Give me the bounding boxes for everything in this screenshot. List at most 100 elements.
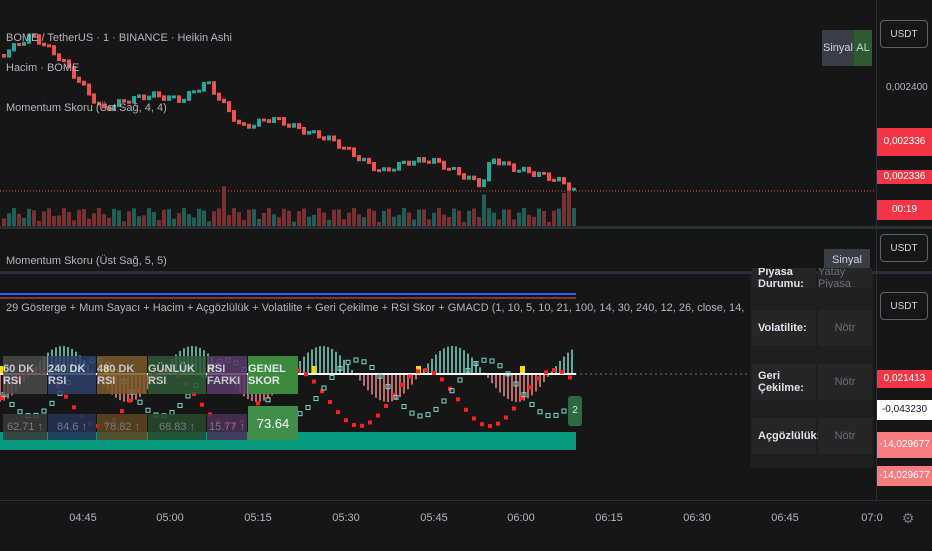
candle <box>297 123 301 130</box>
volume-bar <box>62 208 66 226</box>
time-label: 06:15 <box>595 512 623 524</box>
volume-bar <box>402 208 406 226</box>
candle <box>427 160 431 164</box>
momentum-legend-mid[interactable]: Momentum Skoru (Üst Sağ, 5, 5) <box>6 255 167 267</box>
candle <box>517 169 521 173</box>
volume-bar <box>562 193 566 226</box>
red-dot <box>496 421 500 426</box>
rsi-header: 240 DK RSI <box>48 356 96 394</box>
time-label: 07:0 <box>861 512 883 524</box>
status-partial-label: Piyasa Durumu: <box>752 268 816 288</box>
volume-bar <box>57 215 61 226</box>
price-pane[interactable]: BOME / TetherUS · 1 · BINANCE · Heikin A… <box>0 0 874 226</box>
volume-bar <box>72 220 76 226</box>
volume-bar <box>27 208 31 226</box>
candle <box>452 167 456 171</box>
candle <box>432 157 436 164</box>
candle <box>282 117 286 126</box>
outline-dot <box>145 407 151 413</box>
price-chart[interactable] <box>0 0 874 226</box>
currency-button-top[interactable]: USDT <box>880 20 928 48</box>
signal-box: Sinyal AL <box>822 30 872 66</box>
volume-bar <box>542 210 546 226</box>
settings-icon[interactable]: ⚙ <box>901 510 915 526</box>
pane-separator-2[interactable] <box>0 271 932 274</box>
candle <box>562 177 566 185</box>
candle <box>457 167 461 176</box>
rsi-value: 84.6 ↑ <box>48 414 96 440</box>
volume-bar <box>22 217 26 226</box>
volume-bar <box>412 219 416 226</box>
time-label: 05:30 <box>332 512 360 524</box>
candle <box>197 89 201 93</box>
status-partial-value: Yatay Piyasa <box>818 268 872 288</box>
volume-bar <box>117 210 121 226</box>
volume-bar <box>227 215 231 226</box>
rsi-value: 73.64 <box>248 406 298 440</box>
volume-bar <box>147 208 151 226</box>
currency-button-mid[interactable]: USDT <box>880 234 928 262</box>
volume-bar <box>282 208 286 226</box>
rsi-value: 78.82 ↑ <box>97 414 147 440</box>
candle <box>417 157 421 163</box>
red-dot <box>256 401 260 406</box>
candle <box>487 162 491 182</box>
candle <box>482 179 486 188</box>
symbol-legend[interactable]: BOME / TetherUS · 1 · BINANCE · Heikin A… <box>6 32 232 44</box>
volume-bar <box>32 210 36 226</box>
volume-bar <box>177 213 181 226</box>
volume-bar <box>387 208 391 226</box>
red-dot <box>488 423 492 428</box>
currency-button-bottom[interactable]: USDT <box>880 292 928 320</box>
volume-bar <box>232 208 236 226</box>
rsi-header: 480 DK RSI <box>97 356 147 394</box>
volume-bar <box>167 209 171 226</box>
volume-bar <box>477 216 481 226</box>
candle <box>242 122 246 126</box>
candle <box>232 110 236 122</box>
outline-dot <box>329 374 335 380</box>
red-dot <box>320 389 324 394</box>
volume-bar <box>427 219 431 226</box>
volume-bar <box>322 212 326 226</box>
status-label-greed: Açgözlülük: <box>752 418 820 454</box>
volume-bar <box>362 217 366 226</box>
candle <box>77 76 81 83</box>
indicator-pane[interactable]: 29 Gösterge + Mum Sayacı + Hacim + Açgöz… <box>0 268 874 500</box>
red-dot <box>456 397 460 402</box>
momentum-pane[interactable]: Momentum Skoru (Üst Sağ, 5, 5) Sinyal <box>0 229 874 271</box>
outline-dot <box>313 396 319 402</box>
candle <box>37 34 41 45</box>
volume-bar <box>472 208 476 226</box>
indicator-legend[interactable]: 29 Gösterge + Mum Sayacı + Hacim + Açgöz… <box>6 302 746 314</box>
momentum-legend-top[interactable]: Momentum Skoru (Üst Sağ, 4, 4) <box>6 102 167 114</box>
red-dot <box>336 410 340 415</box>
ind-tag-1: 0,021413 <box>877 370 932 388</box>
volume-bar <box>52 216 56 226</box>
red-dot <box>416 369 420 374</box>
status-label-pullback: Geri Çekilme: <box>752 364 816 400</box>
outline-dot <box>457 377 463 383</box>
price-axis-mid[interactable] <box>876 229 932 271</box>
signal-value: AL <box>854 30 872 66</box>
candle <box>127 100 131 104</box>
outline-dot <box>513 381 519 387</box>
outline-dot <box>489 358 495 364</box>
red-dot <box>304 372 308 377</box>
volume-legend[interactable]: Hacim · BOME <box>6 62 80 74</box>
candle <box>397 161 401 171</box>
pane-separator-1[interactable] <box>0 226 932 229</box>
candle <box>62 59 66 63</box>
price-tag-current: 0,002336 <box>877 170 932 184</box>
volume-bar <box>102 213 106 226</box>
red-dot <box>312 379 316 384</box>
candle <box>357 155 361 162</box>
red-dot <box>480 422 484 427</box>
status-value-volatility: Nötr <box>818 310 872 346</box>
volume-bar <box>332 209 336 226</box>
candle <box>92 93 96 104</box>
price-axis-top[interactable] <box>876 0 932 226</box>
red-dot <box>384 404 388 409</box>
candle <box>542 171 546 175</box>
time-axis[interactable] <box>0 500 932 551</box>
